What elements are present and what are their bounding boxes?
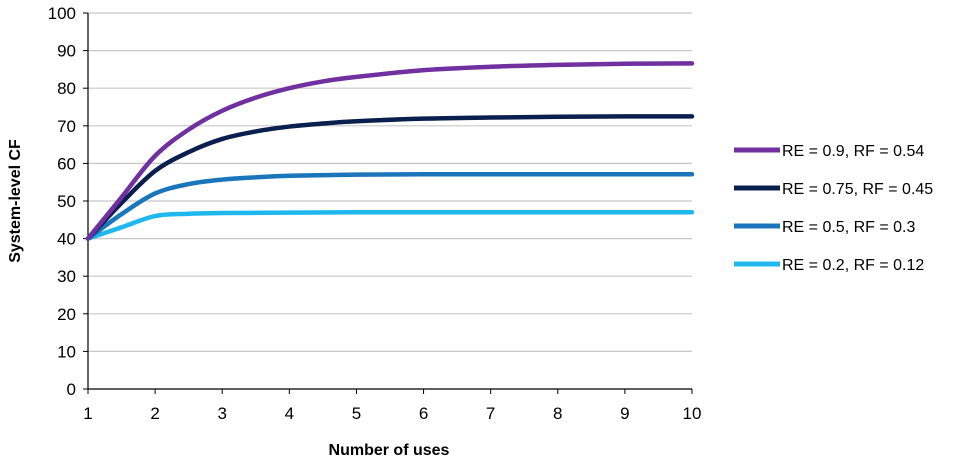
- legend-label-4: RE = 0.2, RF = 0.12: [782, 257, 924, 274]
- y-tick-label: 60: [57, 154, 76, 173]
- x-tick-label: 9: [620, 404, 629, 423]
- y-tick-label: 30: [57, 267, 76, 286]
- legend: RE = 0.9, RF = 0.54 RE = 0.75, RF = 0.45 R…: [734, 143, 933, 274]
- y-tick-label: 70: [57, 117, 76, 136]
- y-tick-label: 80: [57, 79, 76, 98]
- y-axis-title: System-level CF: [7, 139, 24, 263]
- y-tick-label: 40: [57, 230, 76, 249]
- x-axis-title: Number of uses: [329, 442, 450, 459]
- series-line-1: [85, 61, 695, 241]
- series-line-2: [85, 114, 695, 241]
- legend-label-3: RE = 0.5, RF = 0.3: [782, 219, 916, 236]
- y-tick-label: 50: [57, 192, 76, 211]
- x-tick-label: 7: [486, 404, 495, 423]
- y-tick-label: 10: [57, 342, 76, 361]
- series-line-3: [85, 172, 695, 241]
- x-tick-label: 6: [419, 404, 428, 423]
- x-tick-label: 10: [683, 404, 702, 423]
- y-tick-label: 20: [57, 305, 76, 324]
- series-line-4: [85, 210, 695, 241]
- x-tick-label: 1: [83, 404, 92, 423]
- y-tick-label: 90: [57, 42, 76, 61]
- gridlines: [88, 12, 692, 352]
- x-tick-label: 5: [352, 404, 361, 423]
- x-tick-label: 3: [217, 404, 226, 423]
- axes: 0 10 20 30 40 50 60 70 80 90 100 1 2 3 4 5 6 7 8 9 10: [48, 4, 702, 423]
- legend-label-1: RE = 0.9, RF = 0.54: [782, 143, 924, 160]
- y-tick-label: 0: [67, 380, 76, 399]
- series-lines: [85, 61, 695, 241]
- y-tick-label: 100: [48, 4, 76, 23]
- x-tick-label: 2: [150, 404, 159, 423]
- x-tick-label: 8: [553, 404, 562, 423]
- legend-label-2: RE = 0.75, RF = 0.45: [782, 181, 933, 198]
- x-tick-label: 4: [285, 404, 294, 423]
